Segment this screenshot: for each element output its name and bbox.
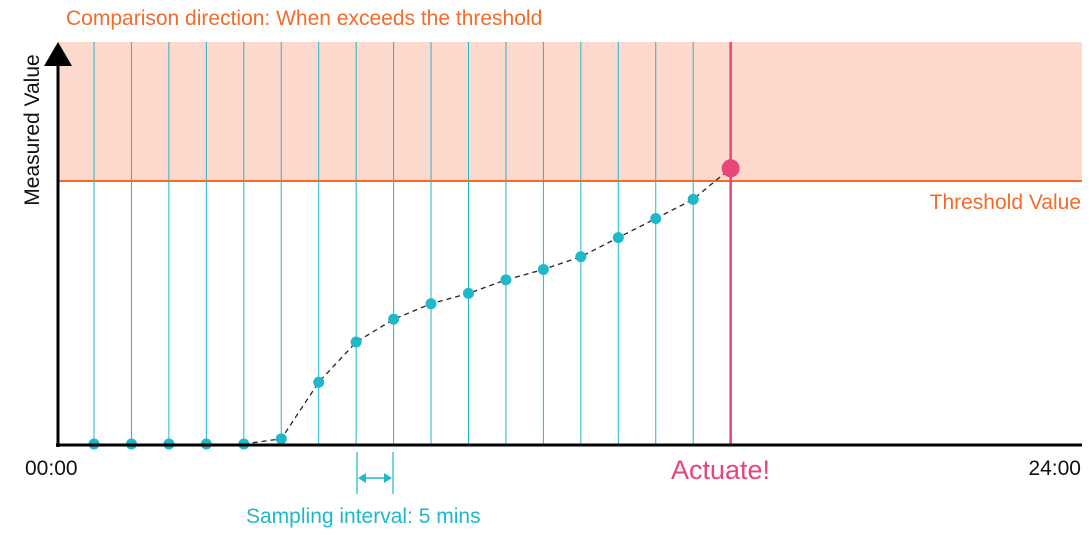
sample-lines [93, 42, 694, 444]
sample-points [88, 193, 699, 450]
interval-indicator [356, 452, 394, 494]
actuate-point [721, 159, 740, 178]
sample-point [275, 433, 287, 445]
interval-arrowhead-right [384, 473, 392, 483]
sample-point [650, 212, 662, 224]
sample-point [575, 251, 587, 263]
sample-point [500, 274, 512, 286]
actuate-label: Actuate! [671, 455, 771, 485]
x-axis-end-label: 24:00 [1028, 457, 1081, 480]
trend-line [243, 167, 732, 445]
threshold-label: Threshold Value [929, 191, 1081, 214]
sampling-interval-label: Sampling interval: 5 mins [246, 505, 481, 528]
sample-point [612, 232, 624, 244]
sample-point [350, 336, 362, 348]
interval-arrowhead-left [358, 473, 366, 483]
sample-point [425, 298, 437, 310]
sample-point [687, 193, 699, 205]
diagram-title: Comparison direction: When exceeds the t… [66, 7, 543, 30]
sample-point [313, 376, 325, 388]
x-axis-start-label: 00:00 [25, 457, 78, 480]
sample-point [388, 313, 400, 325]
y-axis-label: Measured Value [21, 54, 44, 206]
sample-point [537, 263, 549, 275]
exceed-region [58, 42, 1082, 181]
sample-point [463, 287, 474, 299]
y-axis-arrowhead [44, 42, 72, 66]
